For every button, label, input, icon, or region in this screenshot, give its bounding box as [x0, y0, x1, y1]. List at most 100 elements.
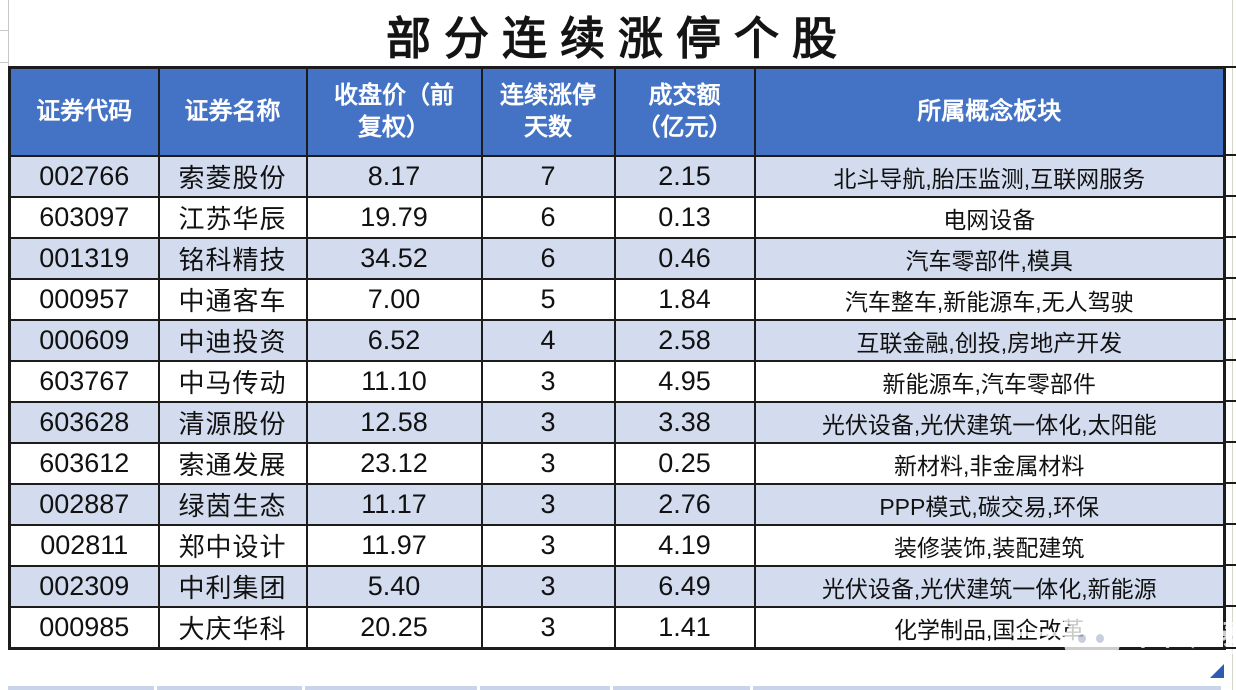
gridline-vertical-right [1232, 0, 1233, 690]
cell-turnover[interactable]: 4.19 [613, 524, 756, 567]
cell-name[interactable]: 铭科精技 [157, 237, 308, 280]
cell-name[interactable]: 中马传动 [157, 360, 308, 403]
cell-code[interactable]: 001319 [8, 237, 160, 280]
cell-days[interactable]: 6 [480, 196, 616, 239]
cell-days[interactable]: 4 [480, 319, 616, 362]
cell-days[interactable]: 7 [480, 155, 616, 198]
row-border-stub [1226, 277, 1236, 279]
cell-turnover[interactable]: 2.58 [613, 319, 756, 362]
row-border-stub [1226, 154, 1236, 156]
table-row: 002309 中利集团 5.40 3 6.49 光伏设备,光伏建筑一体化,新能源 [8, 565, 1226, 608]
row-border-stub [1226, 646, 1236, 649]
cell-price[interactable]: 34.52 [305, 237, 483, 280]
cell-days[interactable]: 3 [480, 442, 616, 485]
table-row: 603097 江苏华辰 19.79 6 0.13 电网设备 [8, 196, 1226, 239]
cell-code[interactable]: 000957 [8, 278, 160, 321]
table-row: 001319 铭科精技 34.52 6 0.46 汽车零部件,模具 [8, 237, 1226, 280]
cell-turnover[interactable]: 6.49 [613, 565, 756, 608]
cell-name[interactable]: 绿茵生态 [157, 483, 308, 526]
cell-days[interactable]: 3 [480, 565, 616, 608]
cell-turnover[interactable]: 2.15 [613, 155, 756, 198]
table-row: 603612 索通发展 23.12 3 0.25 新材料,非金属材料 [8, 442, 1226, 485]
cell-days[interactable]: 6 [480, 237, 616, 280]
cell-code[interactable]: 000985 [8, 606, 160, 650]
cell-turnover[interactable]: 3.38 [613, 401, 756, 444]
cell-code[interactable]: 002887 [8, 483, 160, 526]
table-row: 002811 郑中设计 11.97 3 4.19 装修装饰,装配建筑 [8, 524, 1226, 567]
cell-days[interactable]: 3 [480, 483, 616, 526]
cell-name[interactable]: 大庆华科 [157, 606, 308, 650]
cell-price[interactable]: 5.40 [305, 565, 483, 608]
cell-price[interactable]: 23.12 [305, 442, 483, 485]
cell-price[interactable]: 12.58 [305, 401, 483, 444]
cell-code[interactable]: 603097 [8, 196, 160, 239]
cell-name[interactable]: 清源股份 [157, 401, 308, 444]
cell-price[interactable]: 11.97 [305, 524, 483, 567]
cell-turnover[interactable]: 4.95 [613, 360, 756, 403]
gridline-vertical-left [8, 0, 9, 66]
cell-concepts[interactable]: 光伏设备,光伏建筑一体化,新能源 [753, 565, 1226, 608]
cell-turnover[interactable]: 0.13 [613, 196, 756, 239]
cell-price[interactable]: 8.17 [305, 155, 483, 198]
cell-concepts[interactable]: 装修装饰,装配建筑 [753, 524, 1226, 567]
cell-price[interactable]: 11.17 [305, 483, 483, 526]
cell-name[interactable]: 索通发展 [157, 442, 308, 485]
cell-turnover[interactable]: 0.25 [613, 442, 756, 485]
row-border-stub [1226, 66, 1236, 68]
cell-price[interactable]: 7.00 [305, 278, 483, 321]
cell-code[interactable]: 603612 [8, 442, 160, 485]
cell-concepts[interactable]: 北斗导航,胎压监测,互联网服务 [753, 155, 1226, 198]
table-row: 603628 清源股份 12.58 3 3.38 光伏设备,光伏建筑一体化,太阳… [8, 401, 1226, 444]
cell-concepts[interactable]: 新材料,非金属材料 [753, 442, 1226, 485]
cell-concepts[interactable]: 电网设备 [753, 196, 1226, 239]
cell-code[interactable]: 002766 [8, 155, 160, 198]
header-price[interactable]: 收盘价（前 复权） [305, 66, 483, 157]
header-name[interactable]: 证券名称 [157, 66, 308, 157]
cell-turnover[interactable]: 1.41 [613, 606, 756, 650]
row-border-stub [1226, 605, 1236, 607]
cell-concepts[interactable]: 汽车整车,新能源车,无人驾驶 [753, 278, 1226, 321]
cell-days[interactable]: 3 [480, 360, 616, 403]
row-border-stub [1226, 441, 1236, 443]
row-border-stub [1226, 318, 1236, 320]
cell-name[interactable]: 中通客车 [157, 278, 308, 321]
table-row: 000609 中迪投资 6.52 4 2.58 互联金融,创投,房地产开发 [8, 319, 1226, 362]
table-row: 000957 中通客车 7.00 5 1.84 汽车整车,新能源车,无人驾驶 [8, 278, 1226, 321]
row-border-stub [1226, 195, 1236, 197]
cell-days[interactable]: 3 [480, 606, 616, 650]
cell-code[interactable]: 603767 [8, 360, 160, 403]
cell-price[interactable]: 11.10 [305, 360, 483, 403]
cell-turnover[interactable]: 2.76 [613, 483, 756, 526]
cell-name[interactable]: 中利集团 [157, 565, 308, 608]
cell-code[interactable]: 603628 [8, 401, 160, 444]
header-days[interactable]: 连续涨停 天数 [480, 66, 616, 157]
cell-name[interactable]: 郑中设计 [157, 524, 308, 567]
row-border-stub [1226, 523, 1236, 525]
cell-turnover[interactable]: 0.46 [613, 237, 756, 280]
cell-days[interactable]: 3 [480, 401, 616, 444]
cell-price[interactable]: 6.52 [305, 319, 483, 362]
cell-corner-handle[interactable] [1210, 664, 1224, 678]
cell-concepts[interactable]: 互联金融,创投,房地产开发 [753, 319, 1226, 362]
cell-name[interactable]: 索菱股份 [157, 155, 308, 198]
cell-days[interactable]: 5 [480, 278, 616, 321]
cell-concepts[interactable]: PPP模式,碳交易,环保 [753, 483, 1226, 526]
cell-concepts[interactable]: 汽车零部件,模具 [753, 237, 1226, 280]
cell-days[interactable]: 3 [480, 524, 616, 567]
cell-code[interactable]: 002811 [8, 524, 160, 567]
header-code[interactable]: 证券代码 [8, 66, 160, 157]
cell-code[interactable]: 000609 [8, 319, 160, 362]
cell-name[interactable]: 中迪投资 [157, 319, 308, 362]
cell-price[interactable]: 20.25 [305, 606, 483, 650]
header-turnover[interactable]: 成交额 （亿元） [613, 66, 756, 157]
cell-code[interactable]: 002309 [8, 565, 160, 608]
cell-name[interactable]: 江苏华辰 [157, 196, 308, 239]
cell-turnover[interactable]: 1.84 [613, 278, 756, 321]
cell-concepts[interactable]: 新能源车,汽车零部件 [753, 360, 1226, 403]
page-title: 部分连续涨停个股 [385, 12, 850, 65]
cell-price[interactable]: 19.79 [305, 196, 483, 239]
cell-concepts[interactable]: 光伏设备,光伏建筑一体化,太阳能 [753, 401, 1226, 444]
cell-concepts[interactable]: 化学制品,国企改革 [753, 606, 1226, 650]
header-concepts[interactable]: 所属概念板块 [753, 66, 1226, 157]
